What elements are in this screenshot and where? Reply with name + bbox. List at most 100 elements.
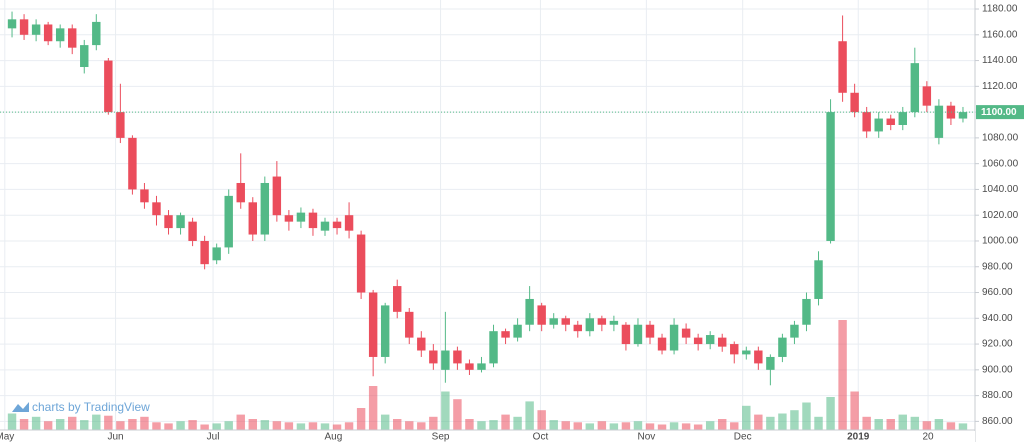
candle-body	[754, 350, 763, 364]
price-axis	[975, 0, 1024, 442]
y-tick-label: 1120.00	[982, 81, 1018, 92]
watermark-logo	[12, 402, 29, 412]
candle-body	[549, 318, 558, 325]
y-tick-label: 1140.00	[982, 55, 1018, 66]
candle-body	[585, 318, 595, 332]
volume-bar	[705, 421, 715, 430]
y-tick-label: 880.00	[982, 390, 1013, 401]
volume-bar	[549, 420, 558, 430]
candle-body	[730, 344, 739, 355]
candle-body	[68, 28, 77, 48]
candle-body	[176, 215, 185, 229]
candle-body	[164, 215, 173, 229]
candle-body	[886, 118, 895, 125]
candle-body	[212, 247, 221, 261]
y-tick-label: 980.00	[982, 261, 1013, 272]
candle-body	[248, 202, 257, 235]
volume-bar	[260, 420, 270, 430]
y-tick-label: 1160.00	[982, 29, 1018, 40]
volume-bar	[826, 397, 835, 430]
x-tick-label: Jul	[207, 432, 220, 442]
volume-bar	[862, 416, 871, 430]
y-tick-label: 1040.00	[982, 184, 1019, 195]
candle-body	[356, 234, 366, 293]
volume-bar	[501, 414, 510, 430]
volume-bar	[43, 421, 53, 430]
candle-body	[922, 86, 932, 106]
volume-bar	[68, 416, 77, 430]
candle-body	[140, 189, 149, 203]
candle-body	[621, 324, 631, 345]
volume-bar	[537, 410, 546, 430]
price-line-box	[976, 105, 1024, 120]
volume-bar	[669, 422, 679, 430]
candle-body	[705, 335, 715, 345]
candle-body	[441, 350, 450, 370]
volume-bar	[585, 423, 595, 430]
candle-body	[790, 324, 799, 338]
y-tick-label: 860.00	[982, 416, 1013, 427]
candle-body	[80, 45, 89, 68]
volume-bar	[152, 422, 161, 430]
y-tick-label: 960.00	[982, 287, 1013, 298]
candle-body	[128, 137, 137, 190]
x-tick-label: Sep	[432, 432, 450, 442]
y-tick-label: 1020.00	[982, 210, 1019, 221]
y-tick-label: 920.00	[982, 339, 1013, 350]
candle-body	[19, 19, 29, 35]
volume-bar	[429, 416, 438, 430]
volume-bar	[200, 424, 209, 430]
volume-bar	[874, 419, 883, 430]
x-tick-label: Nov	[637, 432, 655, 442]
candle-body	[284, 215, 294, 222]
x-tick-label: May	[0, 432, 14, 442]
candle-body	[561, 318, 570, 325]
volume-bar	[609, 423, 619, 430]
candle-body	[597, 318, 607, 325]
candle-body	[417, 337, 426, 351]
candle-body	[910, 63, 920, 113]
volume-bar	[176, 421, 185, 430]
x-tick-label: Jun	[107, 432, 123, 442]
candle-body	[681, 328, 691, 338]
volume-bar	[838, 320, 847, 430]
volume-bar	[850, 391, 859, 430]
volume-bar	[164, 423, 173, 430]
y-tick-label: 1060.00	[982, 158, 1019, 169]
volume-bar	[621, 422, 631, 430]
volume-bar	[104, 415, 113, 430]
x-tick-label: Dec	[734, 432, 752, 442]
volume-bar	[886, 419, 895, 430]
y-tick-label: 900.00	[982, 364, 1013, 375]
volume-bar	[296, 423, 306, 430]
candle-body	[669, 324, 679, 351]
candle-body	[958, 112, 968, 119]
candle-body	[826, 112, 835, 241]
volume-bar	[766, 416, 775, 430]
x-tick-label: 20	[922, 432, 934, 442]
candle-body	[477, 363, 486, 370]
candle-body	[344, 215, 354, 231]
candle-body	[308, 212, 318, 229]
volume-bar	[645, 423, 655, 430]
y-tick-label: 1080.00	[982, 133, 1019, 144]
candle-body	[7, 19, 17, 29]
candle-body	[633, 324, 643, 345]
candle-body	[465, 363, 474, 370]
candle-body	[862, 112, 871, 132]
candle-body	[489, 331, 498, 364]
candle-body	[152, 202, 161, 216]
volume-bar	[453, 399, 462, 430]
candle-body	[838, 41, 847, 93]
volume-bar	[730, 422, 739, 430]
candle-body	[116, 112, 125, 138]
volume-bar	[573, 422, 582, 430]
volume-bar	[513, 416, 522, 430]
candle-body	[368, 292, 378, 357]
candle-body	[43, 24, 53, 42]
candle-body	[31, 24, 41, 35]
volume-bar	[55, 419, 65, 430]
y-tick-label: 1180.00	[982, 4, 1018, 15]
volume-bar	[814, 416, 823, 430]
candle-body	[501, 331, 510, 338]
